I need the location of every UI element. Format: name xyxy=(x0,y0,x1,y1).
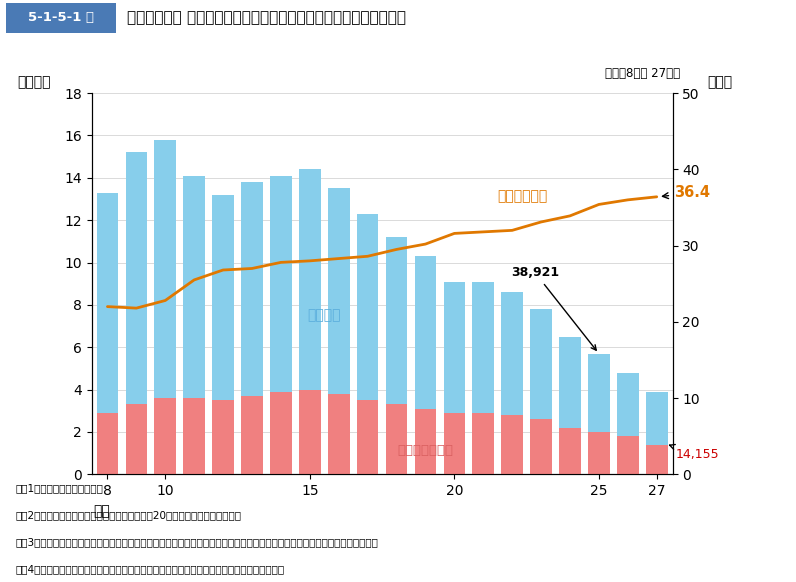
Text: 2　犯行時の年齢による。ただし，検挙時に20歳以上であった者を除く。: 2 犯行時の年齢による。ただし，検挙時に20歳以上であった者を除く。 xyxy=(16,510,242,520)
Bar xyxy=(472,413,494,474)
Bar xyxy=(154,398,176,474)
Text: 14,155: 14,155 xyxy=(669,445,719,462)
Text: うち再非行少年: うち再非行少年 xyxy=(397,445,454,457)
Bar xyxy=(357,214,378,474)
Bar xyxy=(559,336,581,474)
Bar xyxy=(270,176,292,474)
Bar xyxy=(588,432,610,474)
Text: 注　1　警察庁の統計による。: 注 1 警察庁の統計による。 xyxy=(16,483,103,493)
Bar xyxy=(415,409,436,474)
Bar xyxy=(299,389,321,474)
Bar xyxy=(154,140,176,474)
Bar xyxy=(443,282,465,474)
Bar xyxy=(472,282,494,474)
Text: 再非行少年率: 再非行少年率 xyxy=(498,190,548,204)
Bar xyxy=(183,398,205,474)
Bar xyxy=(501,292,523,474)
Text: 平成: 平成 xyxy=(93,504,110,518)
Bar xyxy=(96,413,119,474)
Text: （平成8年～ 27年）: （平成8年～ 27年） xyxy=(606,68,681,80)
Bar xyxy=(386,237,408,474)
Bar xyxy=(415,256,436,474)
Text: 少年の刑法犯 検挙人員中の再非行少年の人員・再非行少年率の推移: 少年の刑法犯 検挙人員中の再非行少年の人員・再非行少年率の推移 xyxy=(127,10,407,25)
Bar xyxy=(386,404,408,474)
Bar xyxy=(213,195,234,474)
Bar xyxy=(530,309,552,474)
Text: 4　「再非行少年率」は，少年の刑法犯検挙人員に占める再非行少年の人員の比率をいう。: 4 「再非行少年率」は，少年の刑法犯検挙人員に占める再非行少年の人員の比率をいう… xyxy=(16,564,285,574)
Bar xyxy=(6,3,116,33)
Y-axis label: （万人）: （万人） xyxy=(18,75,51,89)
Bar xyxy=(646,445,668,474)
Bar xyxy=(241,396,263,474)
Bar xyxy=(299,169,321,474)
Bar xyxy=(357,400,378,474)
Bar xyxy=(530,419,552,474)
Bar xyxy=(241,182,263,474)
Text: 38,921: 38,921 xyxy=(511,267,596,350)
Text: 3　「再非行少年」は，前に道路交通法違反を除く非行により検挙（補導）されたことがあり，再び検挙された少年をいう。: 3 「再非行少年」は，前に道路交通法違反を除く非行により検挙（補導）されたことが… xyxy=(16,537,379,547)
Bar xyxy=(183,176,205,474)
Text: 5-1-5-1 図: 5-1-5-1 図 xyxy=(29,11,94,24)
Bar xyxy=(443,413,465,474)
Bar xyxy=(646,392,668,474)
Bar xyxy=(213,400,234,474)
Text: 36.4: 36.4 xyxy=(662,186,710,200)
Bar xyxy=(126,404,147,474)
Bar xyxy=(96,193,119,474)
Bar xyxy=(328,394,349,474)
Bar xyxy=(328,189,349,474)
Bar xyxy=(617,372,638,474)
Bar xyxy=(559,428,581,474)
Bar xyxy=(588,354,610,474)
Bar xyxy=(126,152,147,474)
Bar xyxy=(617,436,638,474)
Bar xyxy=(270,392,292,474)
Text: 検挙人員: 検挙人員 xyxy=(307,308,341,322)
Bar xyxy=(501,415,523,474)
Y-axis label: （％）: （％） xyxy=(708,75,732,89)
